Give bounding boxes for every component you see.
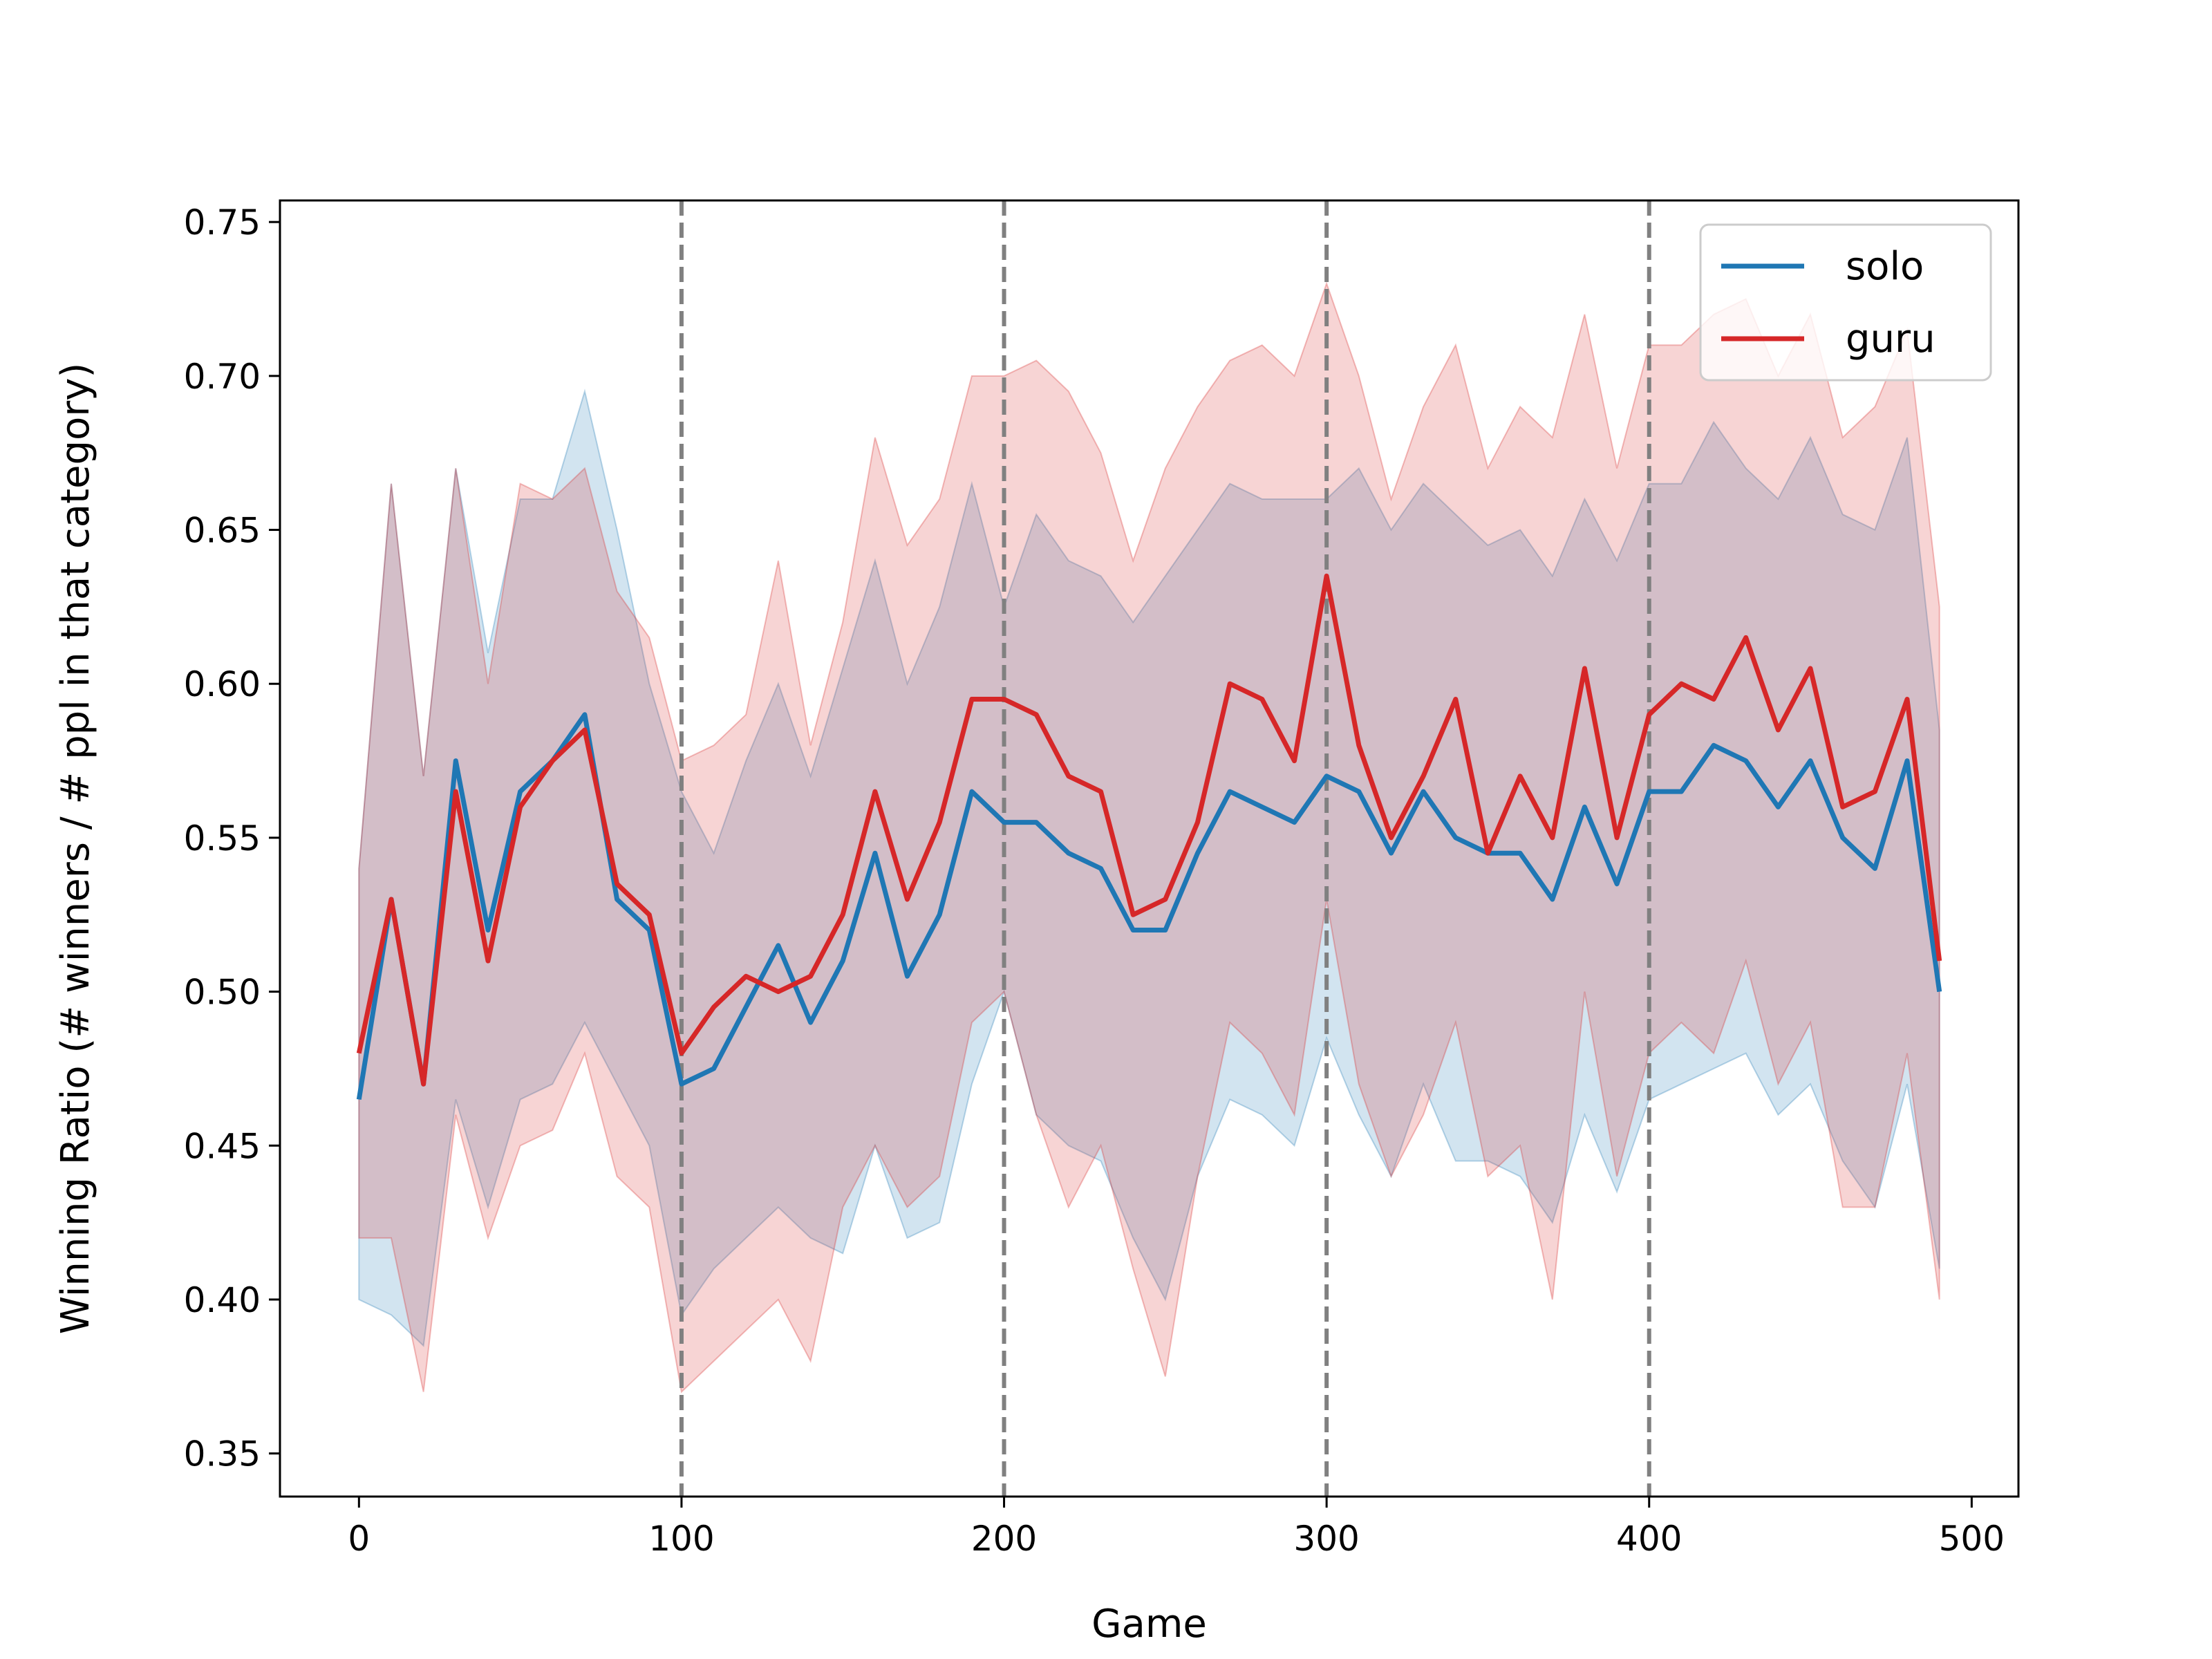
series-lines [356,573,1942,1100]
x-tick-label: 400 [1616,1519,1682,1559]
plot-frame [279,199,2020,1498]
x-tick-label: 500 [1939,1519,2005,1559]
x-axis-ticks: 0 100 200 300 400 500 [348,1497,2005,1559]
x-tick-label: 300 [1293,1519,1359,1559]
series-line-guru [356,573,1942,1087]
x-tick-label: 200 [971,1519,1037,1559]
legend-label-solo: solo [1846,244,1924,289]
y-tick-label: 0.40 [184,1280,261,1320]
x-tick-label: 100 [648,1519,714,1559]
band-guru [358,281,1940,1394]
reference-lines [679,200,1651,1497]
y-tick-label: 0.55 [184,818,261,859]
y-tick-label: 0.75 [184,203,261,243]
y-tick-label: 0.65 [184,511,261,551]
y-tick-label: 0.60 [184,664,261,704]
y-axis-ticks: 0.35 0.40 0.45 0.50 0.55 0.60 0.65 0.70 0.75 [184,203,280,1474]
y-tick-label: 0.35 [184,1434,261,1474]
legend-box [1699,223,1992,382]
x-axis-label: Game [1091,1602,1207,1647]
y-tick-label: 0.70 [184,357,261,397]
y-tick-label: 0.45 [184,1126,261,1166]
confidence-bands [358,281,1940,1394]
x-tick-label: 0 [348,1519,370,1559]
y-axis-label: Winning Ratio (# winners / # ppl in that… [53,363,98,1335]
y-tick-label: 0.50 [184,973,261,1013]
series-line-solo [356,712,1942,1100]
band-solo [358,388,1940,1347]
legend: solo guru [1699,223,1992,382]
legend-label-guru: guru [1846,317,1936,362]
